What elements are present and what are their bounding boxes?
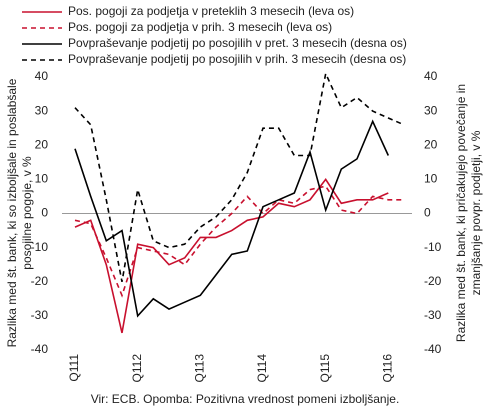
x-tick-label: Q115 [318, 354, 332, 383]
y2-tick-label: -10 [424, 240, 442, 254]
y-tick-label: -10 [31, 240, 49, 254]
y-tick-label: -20 [31, 274, 49, 288]
legend-label: Povpraševanje podjetij po posojilih v pr… [68, 52, 406, 66]
legend-label: Pos. pogoji za podjetja v preteklih 3 me… [68, 4, 354, 18]
y-tick-label: -40 [31, 342, 49, 356]
y-tick-label: -30 [31, 308, 49, 322]
x-tick-label: Q113 [193, 354, 207, 383]
y-tick-label: 0 [41, 206, 48, 220]
x-tick-label: Q112 [130, 354, 144, 383]
y-tick-label: 10 [35, 172, 49, 186]
series-line [74, 70, 405, 282]
series-line [74, 119, 390, 318]
y2-tick-label: 30 [424, 103, 438, 117]
y-tick-label: 40 [35, 69, 49, 83]
x-tick-label: Q116 [381, 354, 395, 383]
y-axis-title: Razlika med št. bank, ki so izboljšale i… [5, 78, 19, 347]
y-tick-label: 30 [35, 103, 49, 117]
source-note: Vir: ECB. Opomba: Pozitivna vrednost pom… [91, 392, 400, 406]
legend-label: Pos. pogoji za podjetja v prih. 3 meseci… [68, 20, 332, 34]
y-axis-title: posojilne pogoje, v % [20, 156, 34, 270]
series-line [74, 178, 389, 334]
y2-tick-label: -40 [424, 342, 442, 356]
y2-tick-label: 0 [424, 206, 431, 220]
y2-axis-title: Razlika med št. bank, ki pričakujejo pov… [454, 84, 468, 342]
legend-label: Povpraševanje podjetij po posojilih v pr… [68, 36, 407, 50]
y2-tick-label: 20 [424, 137, 438, 151]
y2-tick-label: 40 [424, 69, 438, 83]
y2-tick-label: -30 [424, 308, 442, 322]
y-tick-label: 20 [35, 137, 49, 151]
y2-tick-label: -20 [424, 274, 442, 288]
x-tick-label: Q111 [67, 354, 81, 382]
y2-tick-label: 10 [424, 172, 438, 186]
y2-axis-title: zmanjšanje povpr. podjetji, v % [469, 130, 483, 295]
x-tick-label: Q114 [255, 354, 269, 383]
